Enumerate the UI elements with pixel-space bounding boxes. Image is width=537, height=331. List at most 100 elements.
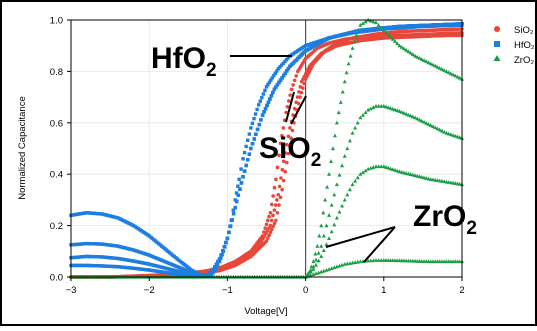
- data-point: [246, 138, 250, 142]
- data-point: [327, 213, 332, 217]
- data-point: [363, 168, 368, 173]
- data-point: [278, 78, 283, 82]
- data-point: [231, 212, 236, 216]
- data-point: [332, 222, 337, 227]
- data-point: [397, 43, 402, 48]
- data-point: [435, 64, 440, 69]
- data-point: [332, 192, 337, 197]
- data-point: [213, 267, 218, 271]
- data-point: [444, 69, 449, 73]
- data-point: [254, 132, 258, 136]
- data-point: [356, 28, 361, 32]
- data-point: [457, 135, 462, 140]
- data-point: [363, 19, 368, 24]
- data-point: [277, 203, 281, 207]
- data-point: [313, 251, 318, 256]
- data-point: [437, 127, 442, 132]
- data-point: [415, 54, 420, 59]
- data-point: [342, 197, 347, 202]
- data-point: [386, 105, 391, 110]
- data-point: [410, 52, 415, 57]
- data-point: [404, 171, 409, 175]
- data-point: [263, 88, 267, 93]
- data-point: [368, 258, 373, 263]
- data-point: [268, 223, 273, 228]
- data-point: [252, 137, 256, 141]
- data-point: [373, 164, 378, 169]
- data-point: [283, 151, 288, 155]
- data-point: [379, 25, 384, 30]
- data-point: [315, 243, 320, 248]
- data-point: [291, 83, 295, 87]
- data-point: [265, 103, 269, 108]
- data-point: [319, 254, 324, 259]
- data-point: [340, 203, 345, 208]
- data-point: [390, 167, 395, 172]
- data-point: [269, 218, 274, 223]
- data-point: [350, 130, 355, 135]
- data-point: [404, 111, 409, 116]
- y-tick-label: 0.6: [50, 118, 63, 129]
- data-point: [277, 80, 281, 85]
- data-point: [330, 146, 335, 151]
- data-point: [259, 118, 263, 122]
- data-point: [235, 199, 239, 204]
- data-point: [230, 218, 234, 222]
- data-point: [368, 106, 373, 111]
- data-point: [413, 115, 418, 120]
- data-point: [329, 202, 334, 207]
- data-point: [324, 223, 329, 228]
- data-point: [368, 18, 373, 23]
- data-point: [363, 110, 368, 115]
- data-point: [224, 240, 228, 245]
- data-point: [360, 21, 365, 26]
- data-point: [408, 50, 413, 55]
- data-point: [417, 55, 422, 60]
- data-point: [262, 110, 266, 114]
- data-point: [428, 123, 433, 127]
- data-point: [388, 166, 393, 171]
- data-point: [413, 53, 418, 58]
- data-point: [321, 248, 326, 253]
- data-point: [292, 78, 297, 83]
- annotation-zro2: ZrO2: [325, 200, 477, 263]
- y-tick-label: 0.8: [50, 67, 63, 78]
- data-point: [329, 159, 334, 163]
- data-point: [376, 164, 381, 169]
- data-point: [426, 60, 431, 65]
- data-point: [302, 81, 307, 86]
- data-point: [284, 57, 289, 62]
- data-point: [280, 167, 285, 172]
- data-point: [455, 74, 460, 79]
- data-point: [225, 236, 230, 241]
- data-point: [278, 65, 282, 69]
- data-point: [271, 213, 275, 218]
- data-point: [273, 71, 277, 76]
- data-point: [419, 118, 424, 123]
- data-point: [446, 70, 451, 75]
- data-point: [410, 172, 415, 177]
- data-point: [439, 128, 444, 133]
- data-point: [453, 73, 458, 78]
- data-point: [260, 95, 264, 100]
- data-point: [246, 158, 250, 162]
- x-tick-label: −1: [222, 285, 233, 296]
- data-point: [288, 93, 292, 97]
- data-point: [275, 165, 280, 170]
- data-point: [390, 106, 395, 111]
- data-point: [274, 85, 278, 89]
- data-point: [267, 80, 272, 85]
- data-point: [275, 83, 280, 87]
- data-point: [249, 126, 253, 130]
- legend: SiO₂ HfO₂ ZrO₂: [493, 25, 535, 66]
- data-point: [267, 214, 271, 219]
- data-point: [276, 192, 281, 197]
- data-point: [276, 67, 280, 71]
- x-tick-label: 0: [303, 285, 308, 296]
- data-point: [292, 106, 297, 111]
- annotation-zro2-label: ZrO2: [413, 200, 477, 239]
- data-point: [381, 28, 386, 32]
- data-point: [268, 210, 273, 215]
- data-point: [446, 131, 451, 136]
- data-point: [286, 134, 291, 139]
